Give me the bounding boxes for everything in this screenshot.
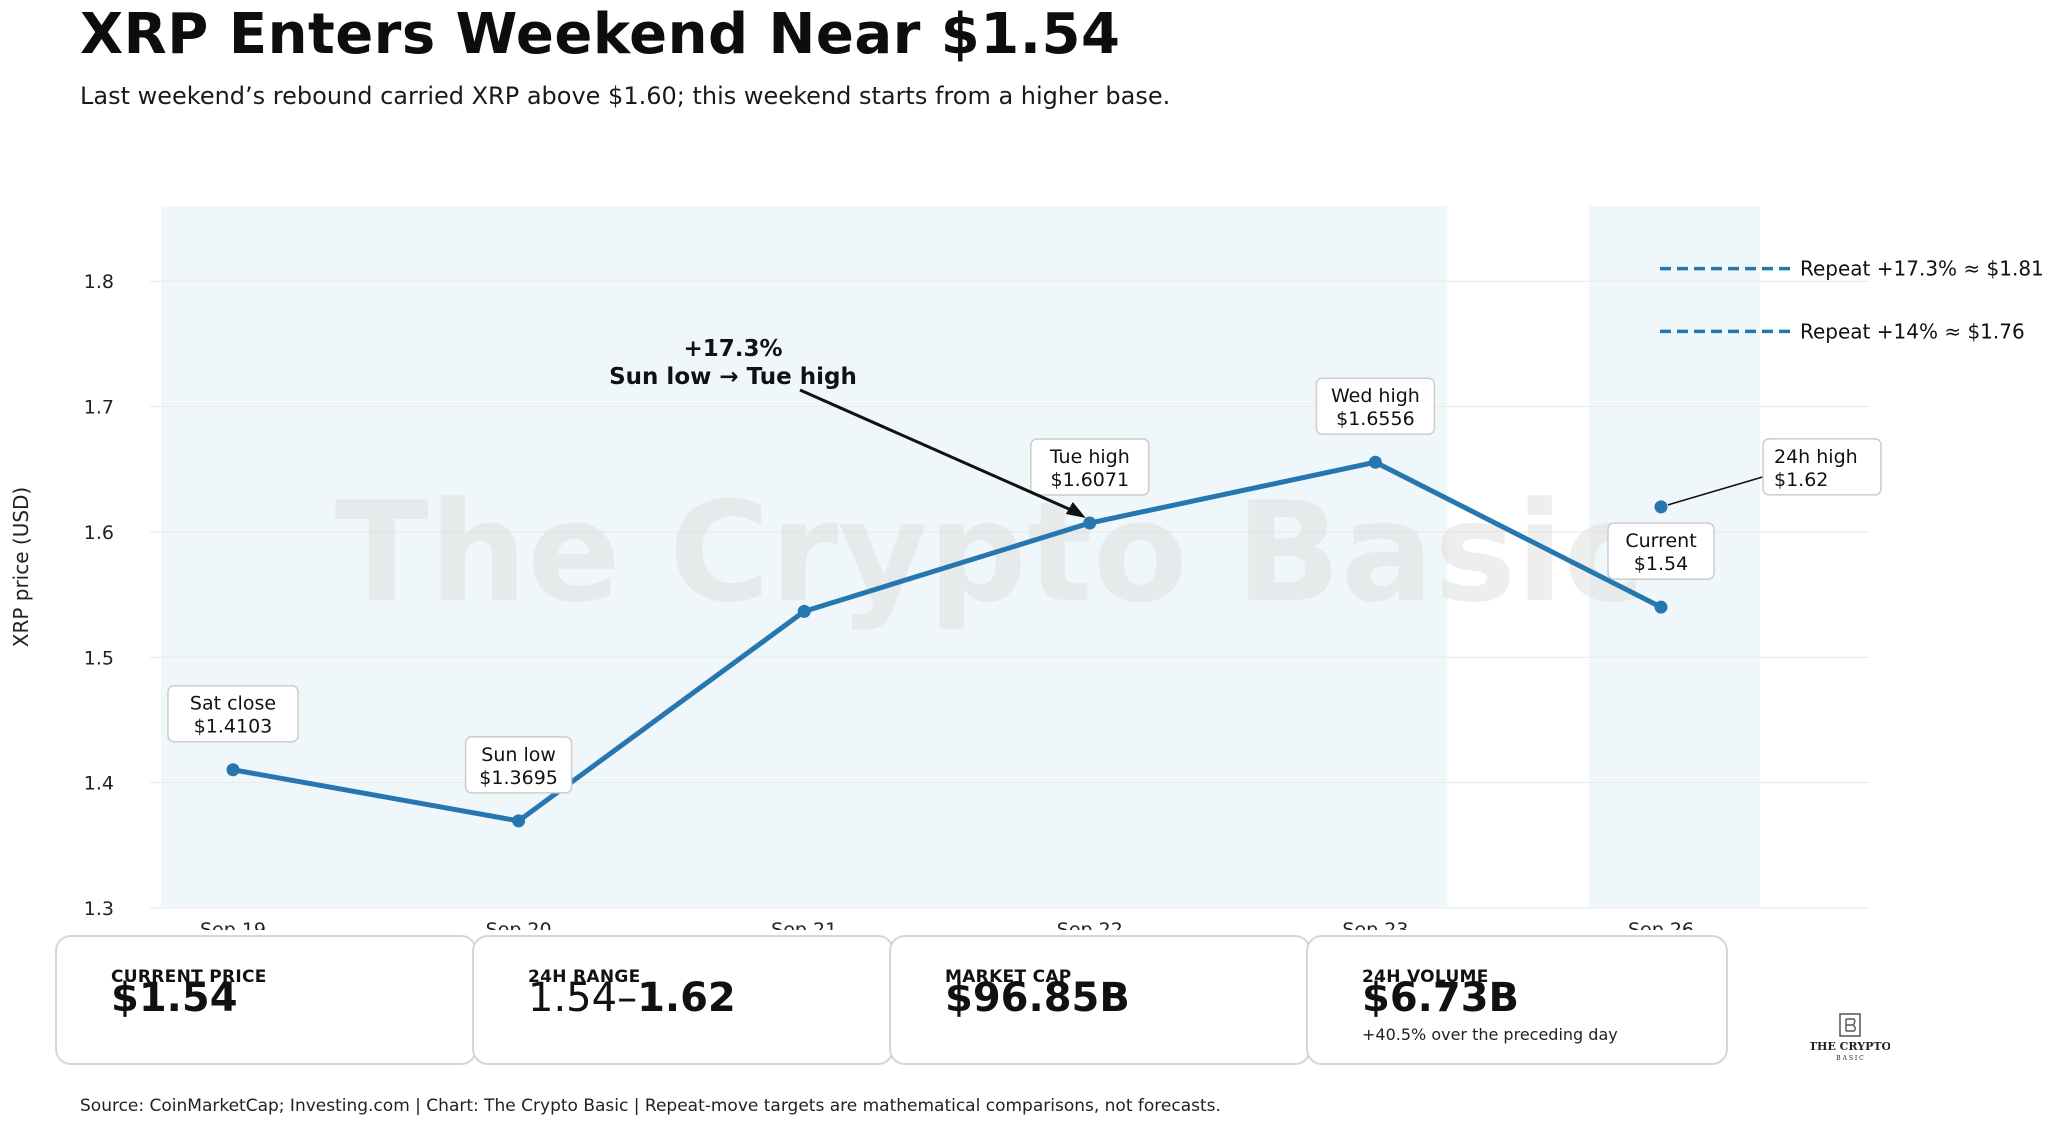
price-point: [512, 814, 526, 828]
point-label-value: $1.4103: [194, 716, 273, 738]
card-label: 24H VOLUME: [1362, 967, 1489, 987]
annotation-arrow: [799, 388, 1077, 514]
page-subtitle: Last weekend’s rebound carried XRP above…: [80, 82, 1171, 110]
x-tick-label: Sep 26: [1628, 919, 1694, 930]
x-tick-label: Sep 19: [200, 919, 266, 930]
repeat-target-label: Repeat +14% ≈ $1.76: [1800, 319, 2025, 343]
range-low: 1.54–: [528, 975, 638, 1021]
y-tick-label: 1.3: [84, 898, 114, 920]
source-footnote: Source: CoinMarketCap; Investing.com | C…: [80, 1096, 1221, 1116]
point-label-value: $1.6071: [1051, 469, 1130, 491]
high-24h-label-value: $1.62: [1774, 469, 1828, 491]
volume-card: 24H VOLUME $6.73B +40.5% over the preced…: [1306, 935, 1728, 1065]
point-label-title: Sun low: [481, 744, 556, 766]
logo-text: THE CRYPTO: [1810, 1040, 1890, 1053]
y-tick-label: 1.5: [84, 647, 114, 669]
card-label: 24H RANGE: [528, 967, 641, 987]
card-label: CURRENT PRICE: [111, 967, 267, 987]
point-label-box: [1030, 438, 1150, 496]
x-tick-label: Sep 22: [1057, 919, 1123, 930]
point-label-value: $1.6556: [1336, 408, 1415, 430]
price-line: [230, 459, 1664, 824]
x-tick-label: Sep 23: [1342, 919, 1408, 930]
current-price-card: CURRENT PRICE $1.54: [55, 935, 477, 1065]
annotation-pct: +17.3%: [683, 336, 782, 362]
point-label-title: Sat close: [190, 693, 276, 715]
leader-line: [1667, 476, 1764, 506]
point-label-title: Tue high: [1049, 446, 1130, 468]
price-point: [1654, 600, 1668, 614]
logo-mark-icon: [1839, 1013, 1861, 1037]
x-tick-label: Sep 20: [486, 919, 552, 930]
card-value: $1.54: [111, 975, 238, 1021]
card-value: 1.54–1.62: [528, 975, 736, 1021]
high-24h-label-title: 24h high: [1774, 446, 1858, 468]
price-point: [1083, 516, 1097, 530]
price-point: [797, 604, 811, 618]
brand-logo: THE CRYPTO B A S I C: [1810, 1013, 1890, 1062]
range-card: 24H RANGE 1.54–1.62: [472, 935, 894, 1065]
price-point: [226, 763, 240, 777]
point-label-value: $1.3695: [479, 767, 558, 789]
point-label-box: [1607, 522, 1715, 580]
y-tick-label: 1.7: [84, 397, 114, 419]
y-axis-label: XRP price (USD): [9, 487, 33, 648]
point-label-title: Wed high: [1331, 385, 1420, 407]
price-point: [1368, 455, 1382, 469]
annotation-arrowhead: [1065, 502, 1086, 519]
y-tick-label: 1.4: [84, 773, 114, 795]
high-24h-point: [1654, 500, 1668, 514]
card-value: $6.73B: [1362, 975, 1520, 1021]
logo-subtext: B A S I C: [1836, 1055, 1864, 1062]
annotation-text: Sun low → Tue high: [609, 364, 857, 390]
point-label-box: [464, 736, 573, 794]
repeat-target-label: Repeat +17.3% ≈ $1.81: [1800, 257, 2044, 281]
point-label-title: Current: [1625, 530, 1696, 552]
market-cap-card: MARKET CAP $96.85B: [889, 935, 1311, 1065]
card-note: +40.5% over the preceding day: [1362, 1025, 1618, 1044]
y-tick-label: 1.6: [84, 522, 114, 544]
high-24h-label-box: [1762, 438, 1882, 496]
point-label-box: [1315, 377, 1436, 435]
point-label-box: [167, 684, 299, 743]
shaded-span: [161, 206, 1448, 908]
card-value: $96.85B: [945, 975, 1130, 1021]
card-label: MARKET CAP: [945, 967, 1072, 987]
x-tick-label: Sep 21: [771, 919, 837, 930]
y-tick-label: 1.8: [84, 271, 114, 293]
page-title: XRP Enters Weekend Near $1.54: [80, 2, 1121, 67]
point-label-value: $1.54: [1634, 553, 1688, 575]
range-high: 1.62: [637, 975, 736, 1021]
